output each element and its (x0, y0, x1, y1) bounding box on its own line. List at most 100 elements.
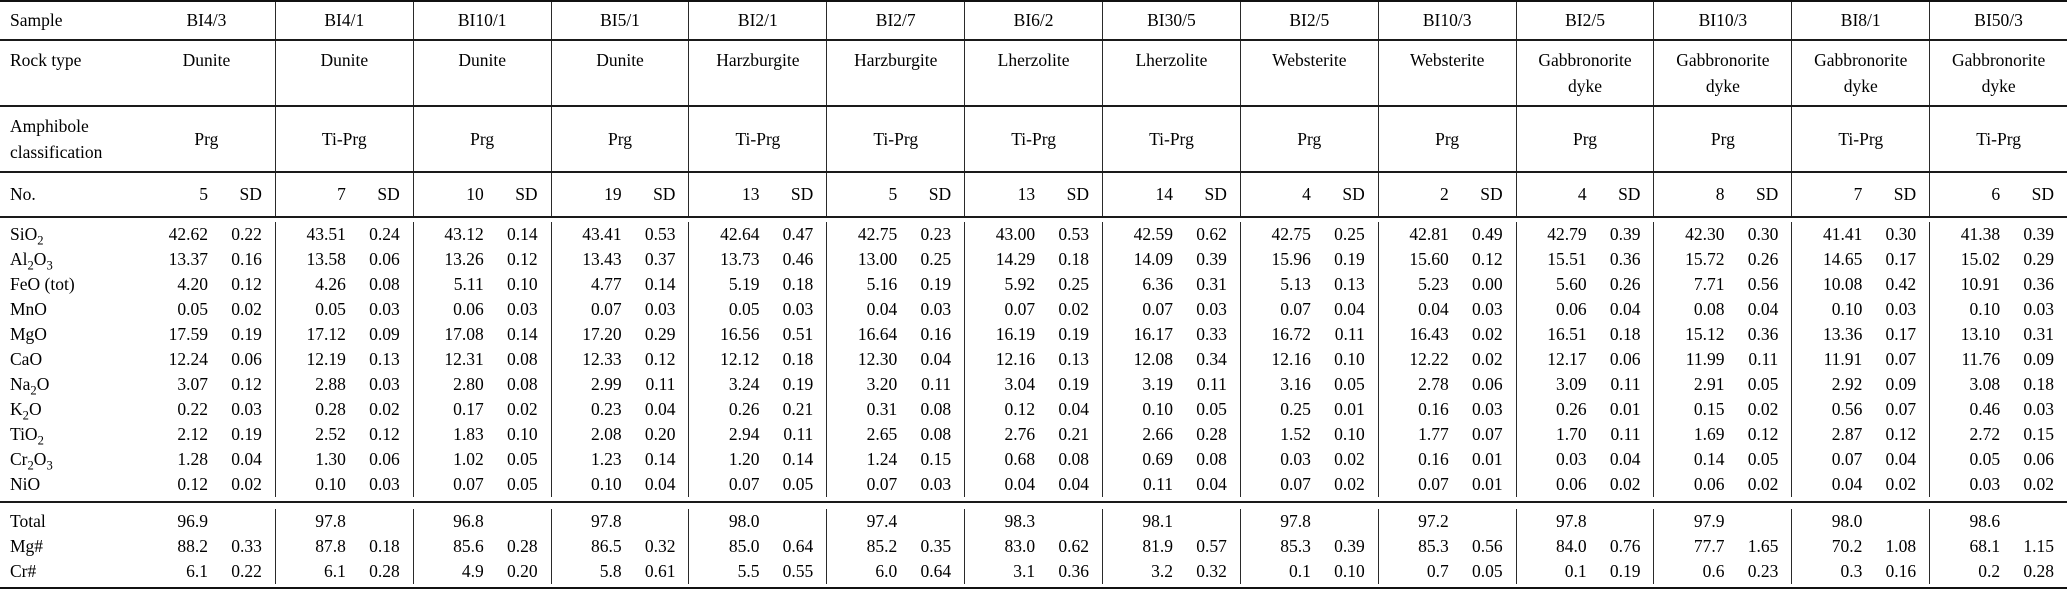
oxide-mean-value: 3.24 (728, 374, 760, 394)
cr-number-value: 4.9 (461, 561, 484, 581)
column-group: 42.79 0.39 (1515, 222, 1654, 247)
oxide-sd-value: 0.12 (1747, 424, 1779, 444)
column-group: 10.91 0.36 (1929, 272, 2067, 297)
oxide-sd-value: 0.11 (1748, 349, 1779, 369)
column-group: 15.12 0.36 (1653, 322, 1791, 347)
total-value: 97.9 (1693, 511, 1725, 531)
column-group: 13.43 0.37 (550, 247, 689, 272)
column-group: 11.91 0.07 (1791, 347, 1929, 372)
oxide-sd-value: 0.31 (1196, 274, 1227, 294)
oxide-sd-value: 0.05 (1334, 374, 1365, 394)
column-group: Gabbronorite dyke (1791, 41, 1929, 105)
oxide-sd-value: 0.02 (2023, 474, 2055, 494)
oxide-mean-value: 0.26 (728, 399, 760, 419)
column-group: 10.08 0.42 (1791, 272, 1929, 297)
oxide-mean-value: 13.37 (168, 249, 208, 269)
oxide-mean-value: 0.56 (1831, 399, 1863, 419)
sample-id: BI2/5 (1289, 10, 1330, 30)
oxide-mean-value: 0.06 (1555, 299, 1587, 319)
column-group: BI4/1 (274, 2, 413, 39)
column-group: 12.33 0.12 (550, 347, 689, 372)
column-group: 16.51 0.18 (1515, 322, 1654, 347)
rock-type-value: Lherzolite (1135, 50, 1208, 70)
oxide-mean-value: 0.07 (1280, 299, 1311, 319)
column-group: 0.10 0.03 (1929, 297, 2067, 322)
column-group: BI10/1 (412, 2, 551, 39)
column-group: 17.59 0.19 (138, 322, 275, 347)
column-group: 17.12 0.09 (274, 322, 413, 347)
column-group: 3.19 0.11 (1102, 372, 1240, 397)
oxide-mean-value: 16.56 (720, 324, 760, 344)
cr-number-sd: 0.55 (782, 561, 814, 581)
oxide-sd-value: 0.02 (1471, 324, 1503, 344)
oxide-mean-value: 15.60 (1409, 249, 1449, 269)
oxide-sd-value: 0.12 (1471, 249, 1503, 269)
column-group: 2.66 0.28 (1102, 422, 1240, 447)
column-group: 42.75 0.23 (826, 222, 964, 247)
oxide-sd-value: 0.03 (1196, 299, 1227, 319)
total-sd-empty (1449, 509, 1516, 534)
mg-number-sd: 0.28 (506, 536, 538, 556)
column-group: BI50/3 (1929, 2, 2067, 39)
oxide-mean-value: 17.08 (444, 324, 484, 344)
oxide-mean-value: 43.41 (582, 224, 622, 244)
oxide-mean-value: 17.59 (168, 324, 208, 344)
oxide-sd-value: 0.30 (1885, 224, 1917, 244)
total-label: Total (10, 511, 46, 531)
oxide-mean-value: 0.07 (1004, 299, 1036, 319)
oxide-mean-value: 13.10 (1960, 324, 2001, 344)
cr-number-sd: 0.28 (369, 561, 400, 581)
column-group: 85.2 0.35 (826, 534, 964, 559)
oxide-sd-value: 0.05 (1747, 374, 1779, 394)
classification-value: Prg (1710, 128, 1735, 149)
oxide-mean-value: 0.46 (1969, 399, 2001, 419)
sd-header: SD (1066, 184, 1090, 204)
column-group: 13.58 0.06 (274, 247, 413, 272)
oxide-mean-value: 2.80 (453, 374, 484, 394)
column-group: 6.0 0.64 (826, 559, 964, 584)
sd-header: SD (1342, 184, 1365, 204)
total-sd-empty (897, 509, 964, 534)
column-group: Ti-Prg (826, 107, 964, 171)
column-group: 0.25 0.01 (1239, 397, 1378, 422)
column-group: 5.23 0.00 (1377, 272, 1516, 297)
rock-type-value: Websterite (1272, 50, 1347, 70)
column-group: 12.30 0.04 (826, 347, 964, 372)
column-group: 4.26 0.08 (274, 272, 413, 297)
oxide-mean-value: 1.77 (1418, 424, 1449, 444)
column-group: 43.00 0.53 (964, 222, 1102, 247)
column-group: 10 SD (412, 173, 551, 216)
column-group: 1.77 0.07 (1377, 422, 1516, 447)
cr-number-sd: 0.36 (1058, 561, 1090, 581)
oxide-mean-value: 13.73 (720, 249, 760, 269)
oxide-sd-value: 0.14 (644, 449, 676, 469)
column-group: 88.2 0.33 (138, 534, 275, 559)
total-sd-empty (346, 509, 413, 534)
column-group: 0.14 0.05 (1653, 447, 1791, 472)
oxide-mean-value: 42.64 (720, 224, 760, 244)
column-group: 0.22 0.03 (138, 397, 275, 422)
sample-id: BI4/1 (324, 10, 365, 30)
cr-number-sd: 0.61 (644, 561, 676, 581)
column-group: 17.08 0.14 (412, 322, 551, 347)
oxide-sd-value: 0.05 (506, 474, 538, 494)
oxide-mean-value: 42.30 (1685, 224, 1725, 244)
classification-value: Prg (194, 128, 219, 149)
classification-label-line1: Amphibole (10, 116, 89, 136)
oxide-mean-value: 0.17 (453, 399, 484, 419)
oxide-sd-value: 0.13 (369, 349, 400, 369)
column-group: 2.78 0.06 (1377, 372, 1516, 397)
column-group: 16.56 0.51 (688, 322, 826, 347)
column-group: 0.05 0.02 (138, 297, 275, 322)
oxide-mean-value: 2.88 (315, 374, 346, 394)
oxide-sd-value: 0.21 (1058, 424, 1090, 444)
column-group: 0.07 0.03 (826, 472, 964, 497)
cr-number-sd: 0.16 (1885, 561, 1917, 581)
oxide-sd-value: 0.07 (1471, 424, 1503, 444)
column-group: 0.05 0.06 (1929, 447, 2067, 472)
count-value: 4 (1577, 184, 1587, 204)
total-sd-empty (1587, 509, 1654, 534)
oxide-sd-value: 0.09 (1885, 374, 1917, 394)
oxide-sd-value: 0.06 (2023, 449, 2055, 469)
column-group: 0.26 0.01 (1515, 397, 1654, 422)
